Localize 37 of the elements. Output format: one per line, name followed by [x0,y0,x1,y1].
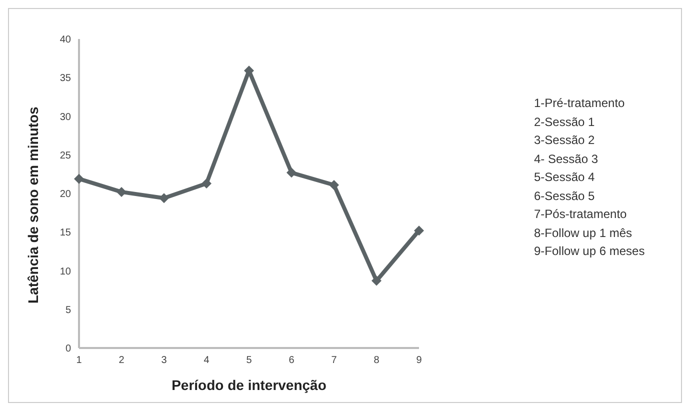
x-tick-label: 8 [374,355,380,366]
y-tick-label: 10 [60,266,72,278]
text: 5-Sessão 4 [534,169,596,186]
y-tick-label: 30 [60,112,72,123]
y-axis-title: Latência de sono em minutos [24,106,41,304]
x-axis-title: Período de intervenção [172,377,326,393]
point [202,178,212,188]
x-tick-label: 1 [76,355,82,366]
point [372,276,382,286]
text: 8-Follow up 1 mês [534,224,634,242]
text: 3-Sessão 2 [534,132,596,149]
x-tick-label: 7 [331,355,338,366]
x-tick-label: 5 [246,355,252,366]
y-tick-label: 15 [60,228,72,239]
x-tick-label: 2 [118,355,125,366]
x-tick-label: 3 [161,355,168,366]
x-tick-label: 4 [204,355,210,366]
point [159,193,169,204]
text: 1-Pré-tratamento [534,95,626,112]
text: 9-Follow up 6 meses [534,243,645,260]
text: 6-Sessão 5 [534,188,596,204]
text: 7-Pós-tratamento [534,206,628,223]
point [74,174,84,184]
point [414,226,424,236]
point [286,168,296,178]
y-tick-label: 20 [60,189,72,200]
y-tick-label: 5 [65,304,72,316]
text: 2-Sessão 1 [534,114,596,130]
x-tick-label: 6 [288,355,295,366]
y-tick-label: 25 [60,150,72,162]
y-tick-label: 0 [65,344,72,355]
text: 4- Sessão 3 [534,150,600,168]
y-tick-label: 35 [60,73,72,84]
point [329,180,339,190]
x-tick-label: 9 [416,355,422,366]
point [116,186,126,197]
y-tick-label: 40 [60,34,72,46]
